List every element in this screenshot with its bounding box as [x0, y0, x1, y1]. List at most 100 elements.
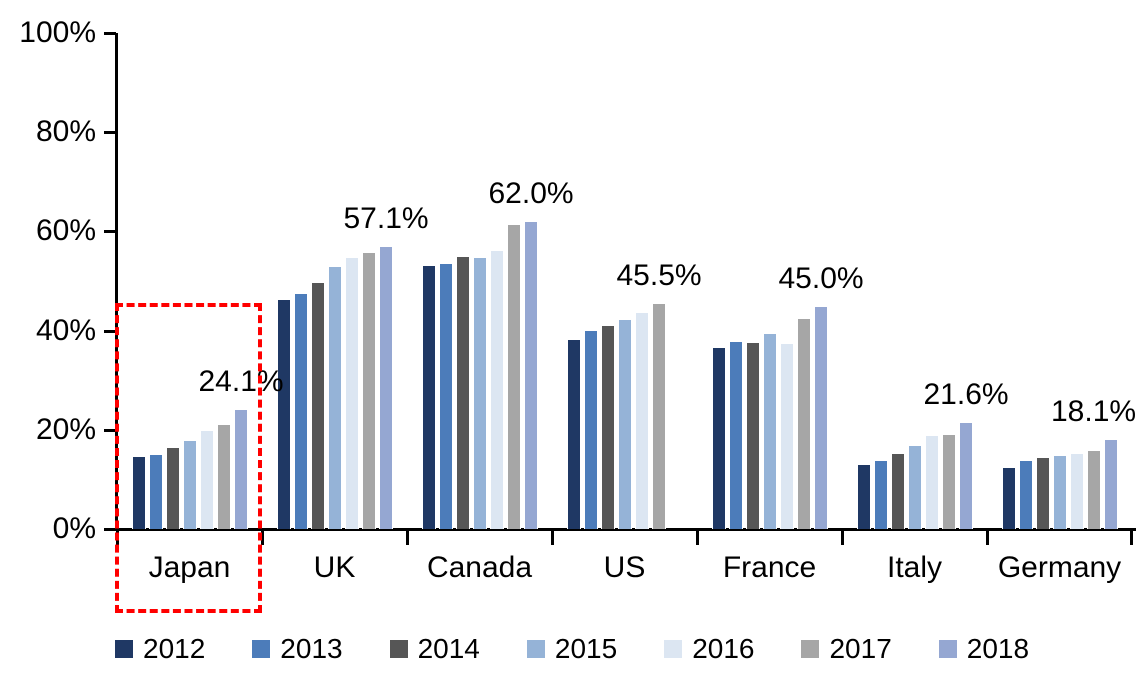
x-axis-label-uk: UK — [313, 551, 356, 584]
legend-item-2018: 2018 — [938, 633, 1030, 665]
bar-germany-2013 — [1019, 459, 1033, 529]
x-axis-tick — [406, 528, 409, 545]
x-axis-tick — [696, 528, 699, 545]
highlight-box-japan — [115, 303, 262, 613]
bar-us-2015 — [618, 319, 632, 529]
bar-japan-2018 — [234, 409, 248, 529]
bar-uk-2014 — [311, 281, 325, 529]
bar-france-2018 — [814, 305, 828, 529]
legend: 2012 2013 2014 2015 2016 2017 2018 — [115, 633, 1029, 665]
bar-italy-2014 — [891, 453, 905, 529]
y-axis-tick-label: 0% — [52, 512, 96, 545]
data-label-italy: 21.6% — [923, 377, 1009, 411]
y-axis-tick — [104, 131, 116, 135]
legend-swatch-2018 — [938, 640, 957, 658]
bar-canada-2015 — [473, 257, 487, 529]
bar-us-2016 — [635, 312, 649, 529]
bar-us-2017 — [652, 303, 666, 529]
x-axis-tick — [1130, 528, 1133, 545]
data-label-france: 45.0% — [778, 261, 864, 295]
x-axis-label-france: France — [722, 551, 817, 584]
bar-japan-2016 — [200, 429, 214, 529]
bar-uk-2013 — [294, 292, 308, 529]
bar-germany-2012 — [1002, 466, 1016, 529]
bar-uk-2017 — [362, 252, 376, 529]
bar-france-2015 — [763, 333, 777, 529]
bar-japan-2015 — [183, 440, 197, 529]
bar-japan-2017 — [217, 424, 231, 529]
legend-item-2013: 2013 — [252, 633, 343, 665]
bar-uk-2018 — [379, 245, 393, 529]
y-axis-tick-label: 20% — [35, 412, 96, 446]
x-axis-tick — [841, 528, 844, 545]
legend-label-2017: 2017 — [829, 633, 892, 664]
bar-italy-2015 — [908, 445, 922, 529]
data-label-japan: 24.1% — [198, 365, 284, 399]
legend-item-2017: 2017 — [801, 633, 892, 665]
x-axis-label-japan: Japan — [148, 551, 231, 584]
bar-uk-2015 — [328, 266, 342, 529]
x-axis-tick — [551, 528, 554, 545]
bar-france-2014 — [746, 342, 760, 529]
bar-italy-2016 — [925, 435, 939, 529]
x-axis-tick — [986, 528, 989, 545]
y-axis-tick — [104, 230, 116, 234]
bar-italy-2013 — [874, 459, 888, 529]
bar-canada-2014 — [456, 256, 470, 529]
x-axis-label-us: US — [603, 551, 646, 584]
data-label-canada: 62.0% — [488, 177, 574, 211]
bar-us-2013 — [584, 330, 598, 529]
legend-swatch-2013 — [252, 640, 271, 658]
bar-germany-2015 — [1053, 455, 1067, 529]
legend-swatch-2014 — [389, 640, 408, 658]
bar-canada-2012 — [422, 265, 436, 529]
legend-label-2014: 2014 — [417, 633, 480, 664]
bar-japan-2013 — [149, 454, 163, 529]
bar-italy-2012 — [857, 463, 871, 529]
y-axis-tick — [104, 32, 116, 35]
bar-italy-2018 — [959, 421, 973, 529]
legend-label-2013: 2013 — [280, 633, 343, 664]
legend-item-2012: 2012 — [115, 633, 205, 665]
legend-swatch-2017 — [801, 640, 820, 658]
data-label-us: 45.5% — [616, 259, 702, 293]
bar-germany-2016 — [1070, 452, 1084, 529]
bar-canada-2018 — [524, 221, 538, 529]
bar-japan-2012 — [132, 456, 146, 529]
bar-uk-2016 — [345, 257, 359, 529]
bar-france-2013 — [729, 341, 743, 529]
bar-italy-2017 — [942, 434, 956, 529]
legend-swatch-2015 — [526, 640, 545, 658]
x-axis-label-italy: Italy — [886, 551, 943, 584]
bar-uk-2012 — [277, 299, 291, 529]
y-axis-tick-label: 60% — [35, 214, 96, 248]
bar-germany-2017 — [1087, 449, 1101, 529]
legend-label-2015: 2015 — [554, 633, 618, 664]
data-label-uk: 57.1% — [343, 201, 429, 235]
x-axis-line — [104, 528, 1136, 531]
y-axis-tick — [104, 528, 116, 531]
bar-japan-2014 — [166, 447, 180, 529]
legend-label-2018: 2018 — [966, 633, 1030, 664]
legend-label-2012: 2012 — [143, 633, 206, 664]
legend-label-2016: 2016 — [692, 633, 755, 664]
y-axis-tick-label: 80% — [35, 115, 96, 149]
bar-canada-2016 — [490, 250, 504, 529]
x-axis-label-germany: Germany — [997, 551, 1122, 584]
legend-swatch-2016 — [664, 640, 683, 658]
y-axis-tick-label: 100% — [19, 16, 96, 49]
bar-france-2016 — [780, 343, 794, 529]
data-label-germany: 18.1% — [1051, 395, 1137, 429]
legend-item-2014: 2014 — [389, 633, 480, 665]
y-axis-tick-label: 40% — [35, 313, 96, 347]
bar-france-2017 — [797, 318, 811, 529]
y-axis-tick — [104, 428, 116, 432]
x-axis-tick — [261, 528, 264, 545]
bar-germany-2014 — [1036, 457, 1050, 529]
legend-item-2016: 2016 — [664, 633, 754, 665]
x-axis-label-canada: Canada — [426, 551, 533, 584]
legend-swatch-2012 — [115, 640, 133, 658]
bar-france-2012 — [712, 346, 726, 529]
legend-item-2015: 2015 — [526, 633, 618, 665]
